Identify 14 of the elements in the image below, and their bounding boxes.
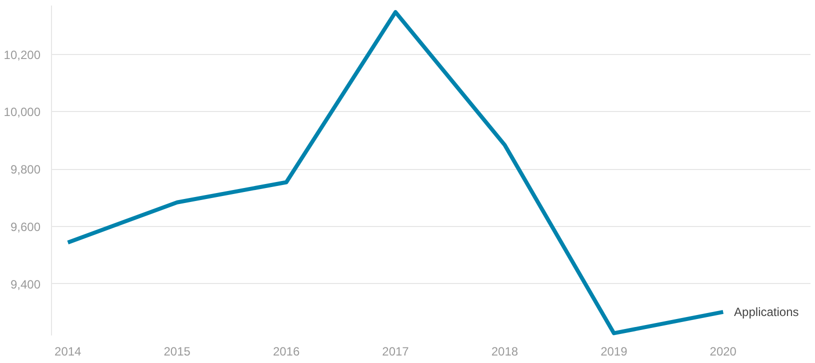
x-tick-label: 2016 [272,344,300,358]
y-tick-label: 10,200 [4,48,41,62]
y-tick-label: 9,800 [10,162,41,177]
x-tick-label: 2017 [382,344,410,358]
line-series [66,10,726,336]
series-label: Applications [734,304,799,319]
x-tick-label: 2019 [600,344,628,358]
x-tick-label: 2014 [54,344,82,358]
y-tick-label: 10,000 [4,105,41,120]
y-tick-label: 9,600 [10,220,41,234]
x-tick-label: 2018 [491,344,518,358]
y-tick-label: 9,400 [10,277,41,292]
x-tick-label: 2015 [164,344,191,358]
x-tick-label: 2020 [710,344,737,358]
